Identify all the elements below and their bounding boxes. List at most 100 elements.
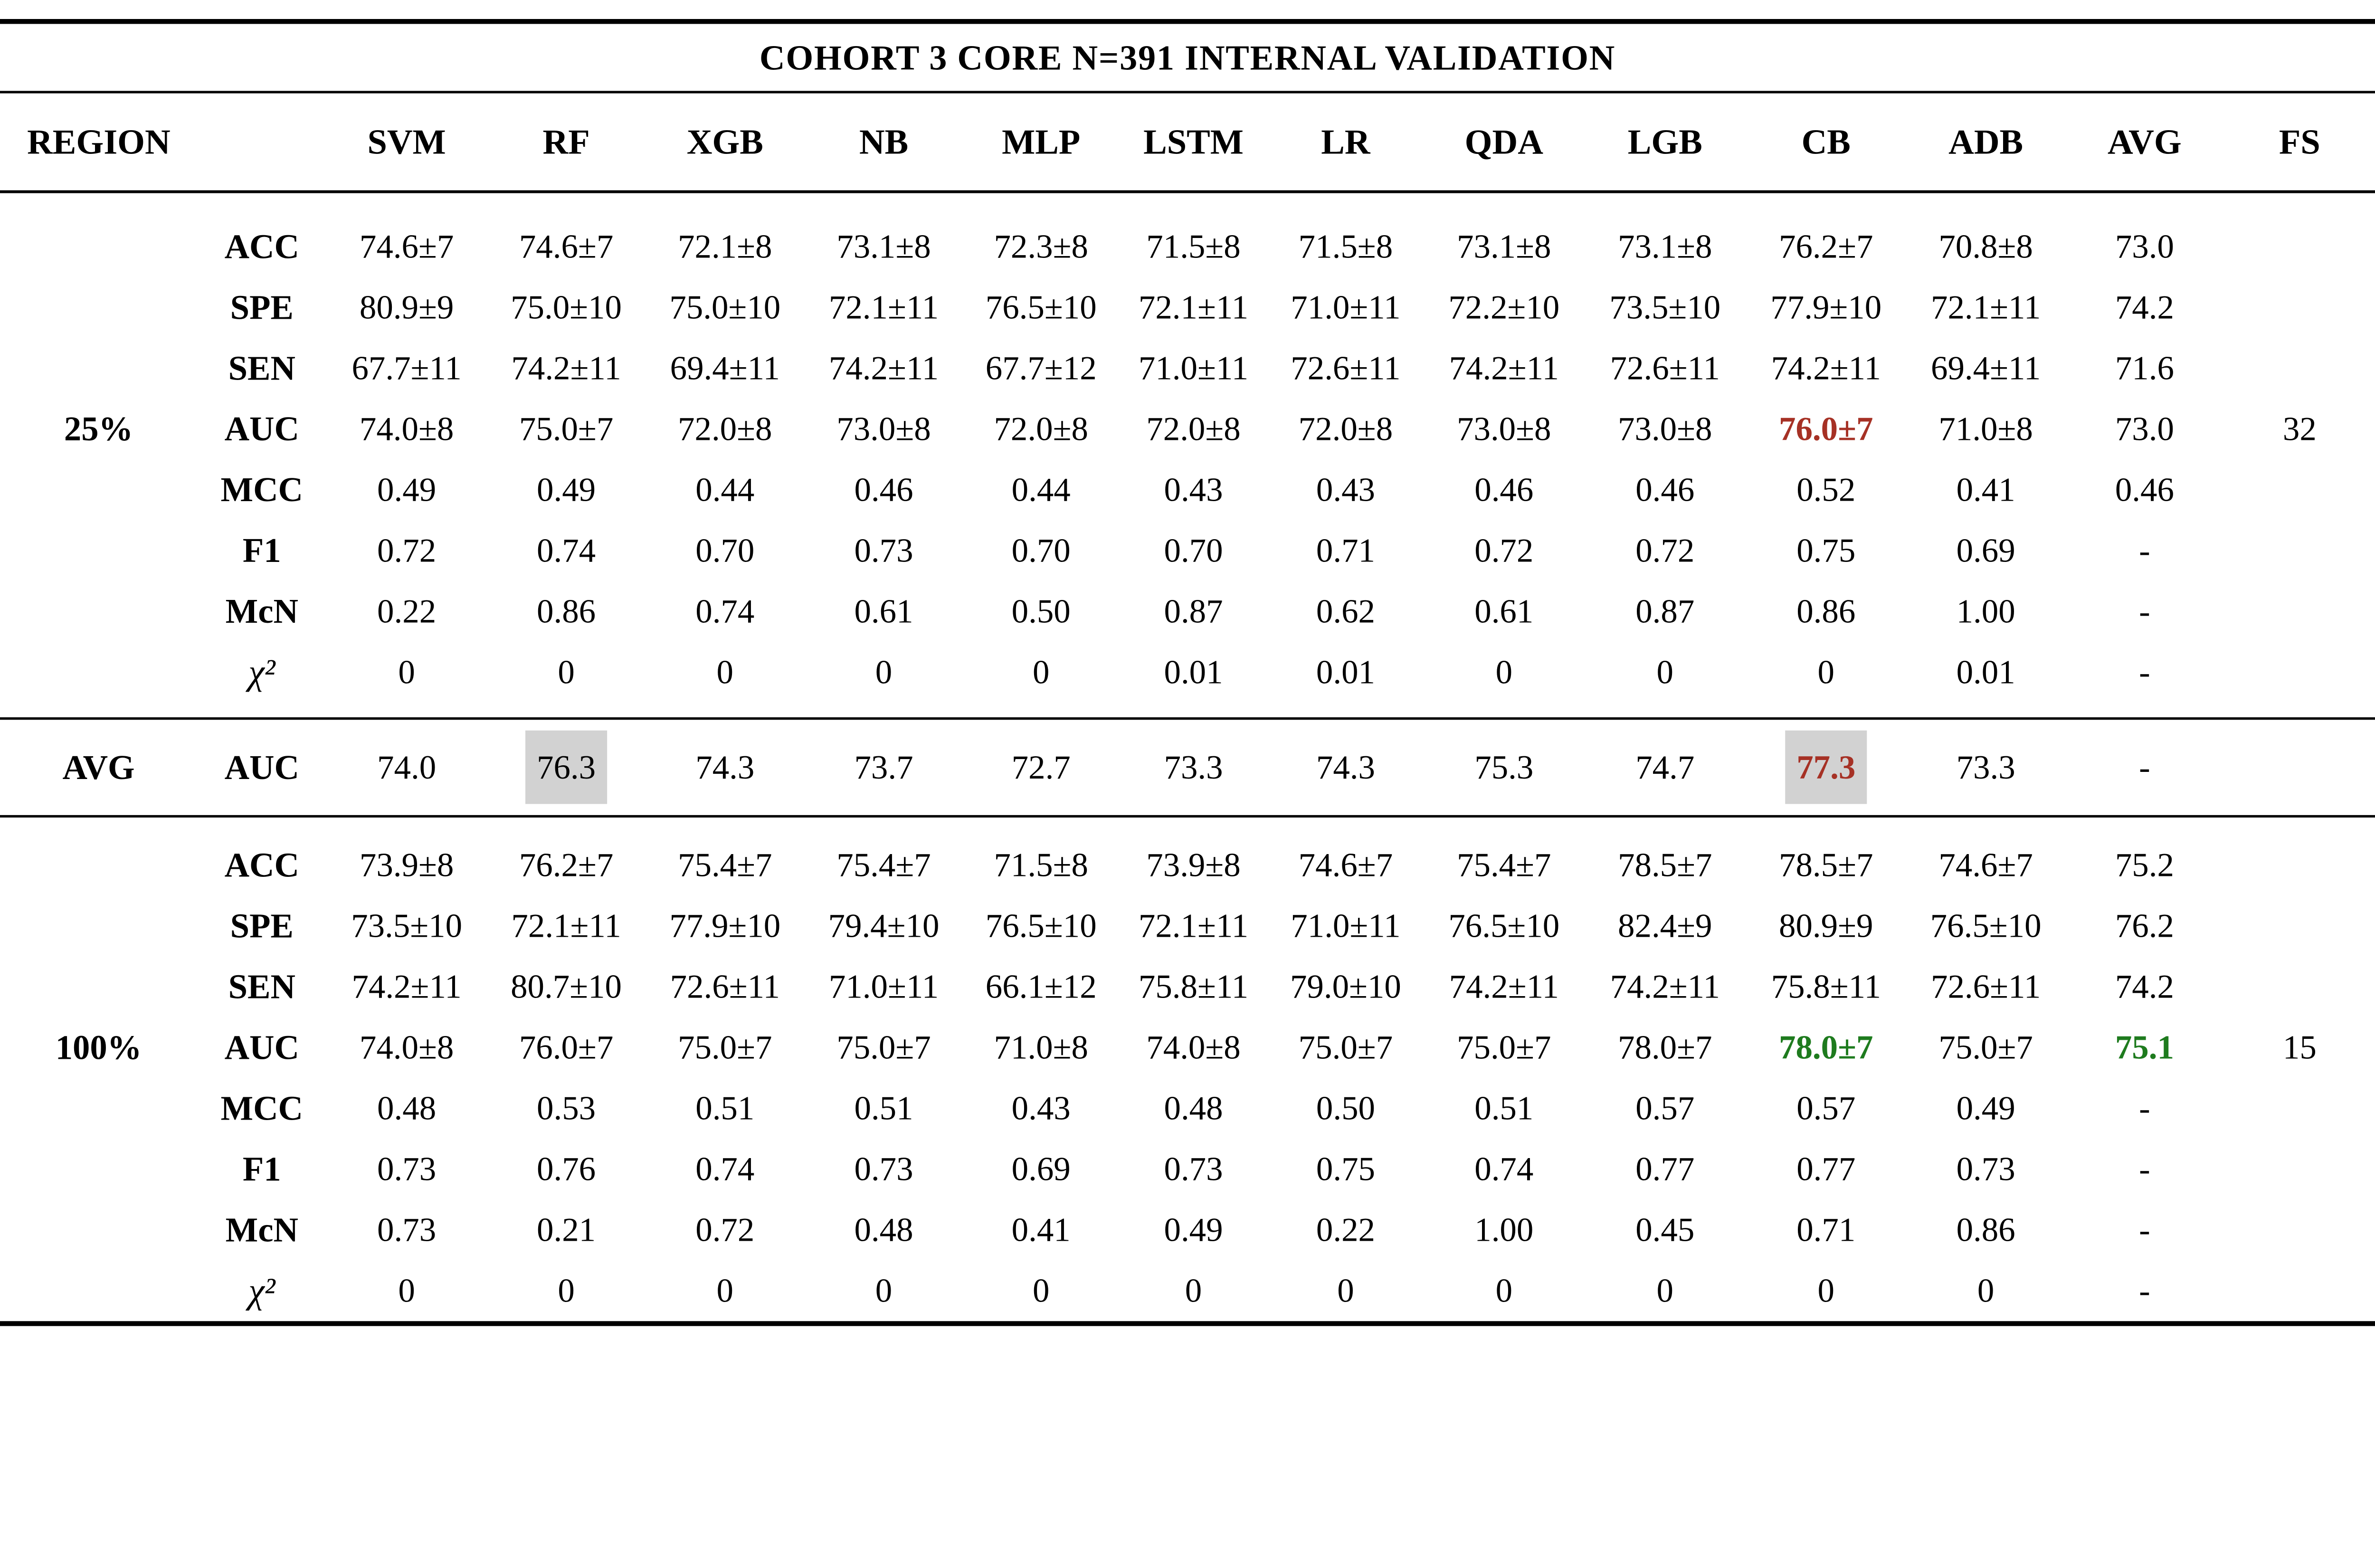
cell-CB: 0.57 xyxy=(1796,1089,1856,1127)
metric-cell: SEN xyxy=(197,967,326,1007)
value-cell: 74.2 xyxy=(2065,288,2224,326)
value-cell: 75.3 xyxy=(1423,748,1585,787)
value-cell: 0 xyxy=(963,1272,1119,1310)
cell-SVM: 73.9±8 xyxy=(359,846,454,884)
table-row: F1 0.72 0.74 0.70 0.73 0.70 0.70 0.71 0.72 0.72 0.… xyxy=(0,520,2375,581)
value-cell: 73.0±8 xyxy=(1585,409,1745,448)
value-cell: 0.74 xyxy=(646,1150,804,1188)
rule-under-header xyxy=(0,190,2375,193)
value-cell: 0 xyxy=(646,1272,804,1310)
cell-RF: 0.86 xyxy=(537,592,596,630)
table-row: F1 0.73 0.76 0.74 0.73 0.69 0.73 0.75 0.74 0.77 0.… xyxy=(0,1139,2375,1199)
value-cell: 0.72 xyxy=(326,531,486,570)
value-cell: 72.1±11 xyxy=(1119,907,1268,945)
rule-below-avg xyxy=(0,815,2375,818)
cell-MLP: 67.7±12 xyxy=(985,349,1097,387)
cell-NB: 71.0±11 xyxy=(828,968,939,1006)
cell-QDA: 74.2±11 xyxy=(1449,349,1559,387)
cell-ADB: 0.01 xyxy=(1956,653,2015,691)
value-cell: 73.9±8 xyxy=(326,846,486,884)
value-cell: 0.72 xyxy=(1423,531,1585,570)
value-cell: 0.41 xyxy=(963,1211,1119,1249)
cell-MLP: 72.3±8 xyxy=(994,228,1088,265)
cell-MLP: 0.50 xyxy=(1011,592,1071,630)
region-label: AVG xyxy=(62,748,135,787)
value-cell: 73.1±8 xyxy=(1423,227,1585,266)
cell-QDA: 72.2±10 xyxy=(1448,288,1560,326)
metric-label: SPE xyxy=(230,288,294,327)
value-cell: 0.73 xyxy=(804,1150,963,1188)
value-cell: 75.1 xyxy=(2065,1028,2224,1067)
cell-LSTM: 75.8±11 xyxy=(1138,968,1249,1006)
cell-AVG: 74.2 xyxy=(2115,968,2174,1006)
cell-AVG: - xyxy=(2139,532,2150,569)
cell-SVM: 74.0 xyxy=(377,748,437,786)
cell-ADB: 74.6±7 xyxy=(1938,846,2033,884)
cell-CB: 0.86 xyxy=(1796,592,1856,630)
value-cell: 15 xyxy=(2224,1028,2375,1067)
cell-QDA: 75.0±7 xyxy=(1457,1028,1551,1066)
value-cell: 0.69 xyxy=(963,1150,1119,1188)
value-cell: 74.2±11 xyxy=(804,349,963,387)
cell-LSTM: 71.0±11 xyxy=(1138,349,1249,387)
cell-AVG: - xyxy=(2139,1272,2150,1310)
value-cell: 74.2±11 xyxy=(1423,968,1585,1006)
column-header-QDA: QDA xyxy=(1423,121,1585,162)
cell-LR: 74.3 xyxy=(1316,748,1375,786)
table-row: McN 0.73 0.21 0.72 0.48 0.41 0.49 0.22 1.00 0.45 0… xyxy=(0,1199,2375,1260)
cell-RF: 75.0±10 xyxy=(511,288,622,326)
value-cell: 0.74 xyxy=(646,592,804,630)
value-cell: 0.44 xyxy=(963,470,1119,509)
cell-LSTM: 73.9±8 xyxy=(1146,846,1241,884)
cell-NB: 0 xyxy=(875,1272,893,1310)
value-cell: 72.0±8 xyxy=(963,409,1119,448)
value-cell: 0.74 xyxy=(1423,1150,1585,1188)
value-cell: 0.51 xyxy=(1423,1089,1585,1128)
cell-XGB: 72.1±8 xyxy=(678,228,772,265)
value-cell: 71.5±8 xyxy=(1268,227,1423,266)
cell-MLP: 72.7 xyxy=(1011,748,1071,786)
rule-above-avg xyxy=(0,717,2375,720)
value-cell: 72.0±8 xyxy=(646,409,804,448)
cell-CB: 0.75 xyxy=(1796,532,1856,569)
cell-MLP: 0.44 xyxy=(1011,471,1071,508)
cell-NB: 0.48 xyxy=(854,1211,913,1249)
value-cell: 80.7±10 xyxy=(487,968,646,1006)
value-cell: 79.4±10 xyxy=(804,907,963,945)
value-cell: 69.4±11 xyxy=(1907,349,2065,387)
value-cell: 71.0±11 xyxy=(1268,288,1423,326)
column-header-CB: CB xyxy=(1745,121,1907,162)
cell-LGB: 74.2±11 xyxy=(1610,968,1720,1006)
cell-LSTM: 71.5±8 xyxy=(1146,228,1241,265)
cell-LGB: 0.46 xyxy=(1635,471,1695,508)
value-cell: 0 xyxy=(1585,653,1745,691)
cell-MLP: 0.69 xyxy=(1011,1150,1071,1188)
value-cell: 74.6±7 xyxy=(326,227,486,266)
value-cell: 76.5±10 xyxy=(963,288,1119,326)
cell-RF: 80.7±10 xyxy=(511,968,622,1006)
cell-LR: 0.43 xyxy=(1316,471,1375,508)
cell-LGB: 0.45 xyxy=(1635,1211,1695,1249)
value-cell: 0.73 xyxy=(1907,1150,2065,1188)
value-cell: 0.61 xyxy=(1423,592,1585,630)
value-cell: 72.6±11 xyxy=(646,968,804,1006)
table-row: SEN 74.2±11 80.7±10 72.6±11 71.0±11 66.1±12 75… xyxy=(0,956,2375,1017)
cell-LR: 71.5±8 xyxy=(1298,228,1393,265)
metric-cell: ACC xyxy=(197,845,326,885)
value-cell: 0 xyxy=(1268,1272,1423,1310)
cell-NB: 0.73 xyxy=(854,532,913,569)
cell-SVM: 74.2±11 xyxy=(352,968,462,1006)
value-cell: 0.86 xyxy=(1907,1211,2065,1249)
metric-cell: χ² xyxy=(197,651,326,693)
cell-LGB: 0 xyxy=(1656,1272,1674,1310)
title-row: COHORT 3 CORE N=391 INTERNAL VALIDATION xyxy=(0,24,2375,91)
value-cell: 0.48 xyxy=(1119,1089,1268,1128)
value-cell: 75.0±10 xyxy=(487,288,646,326)
cell-CB: 0.52 xyxy=(1796,471,1856,508)
cell-XGB: 0.72 xyxy=(695,1211,755,1249)
value-cell: 72.6±11 xyxy=(1907,968,2065,1006)
cell-NB: 79.4±10 xyxy=(828,907,940,945)
column-header-AVG: AVG xyxy=(2065,121,2224,162)
cell-LGB: 74.7 xyxy=(1635,748,1695,786)
cell-CB: 0.77 xyxy=(1796,1150,1856,1188)
